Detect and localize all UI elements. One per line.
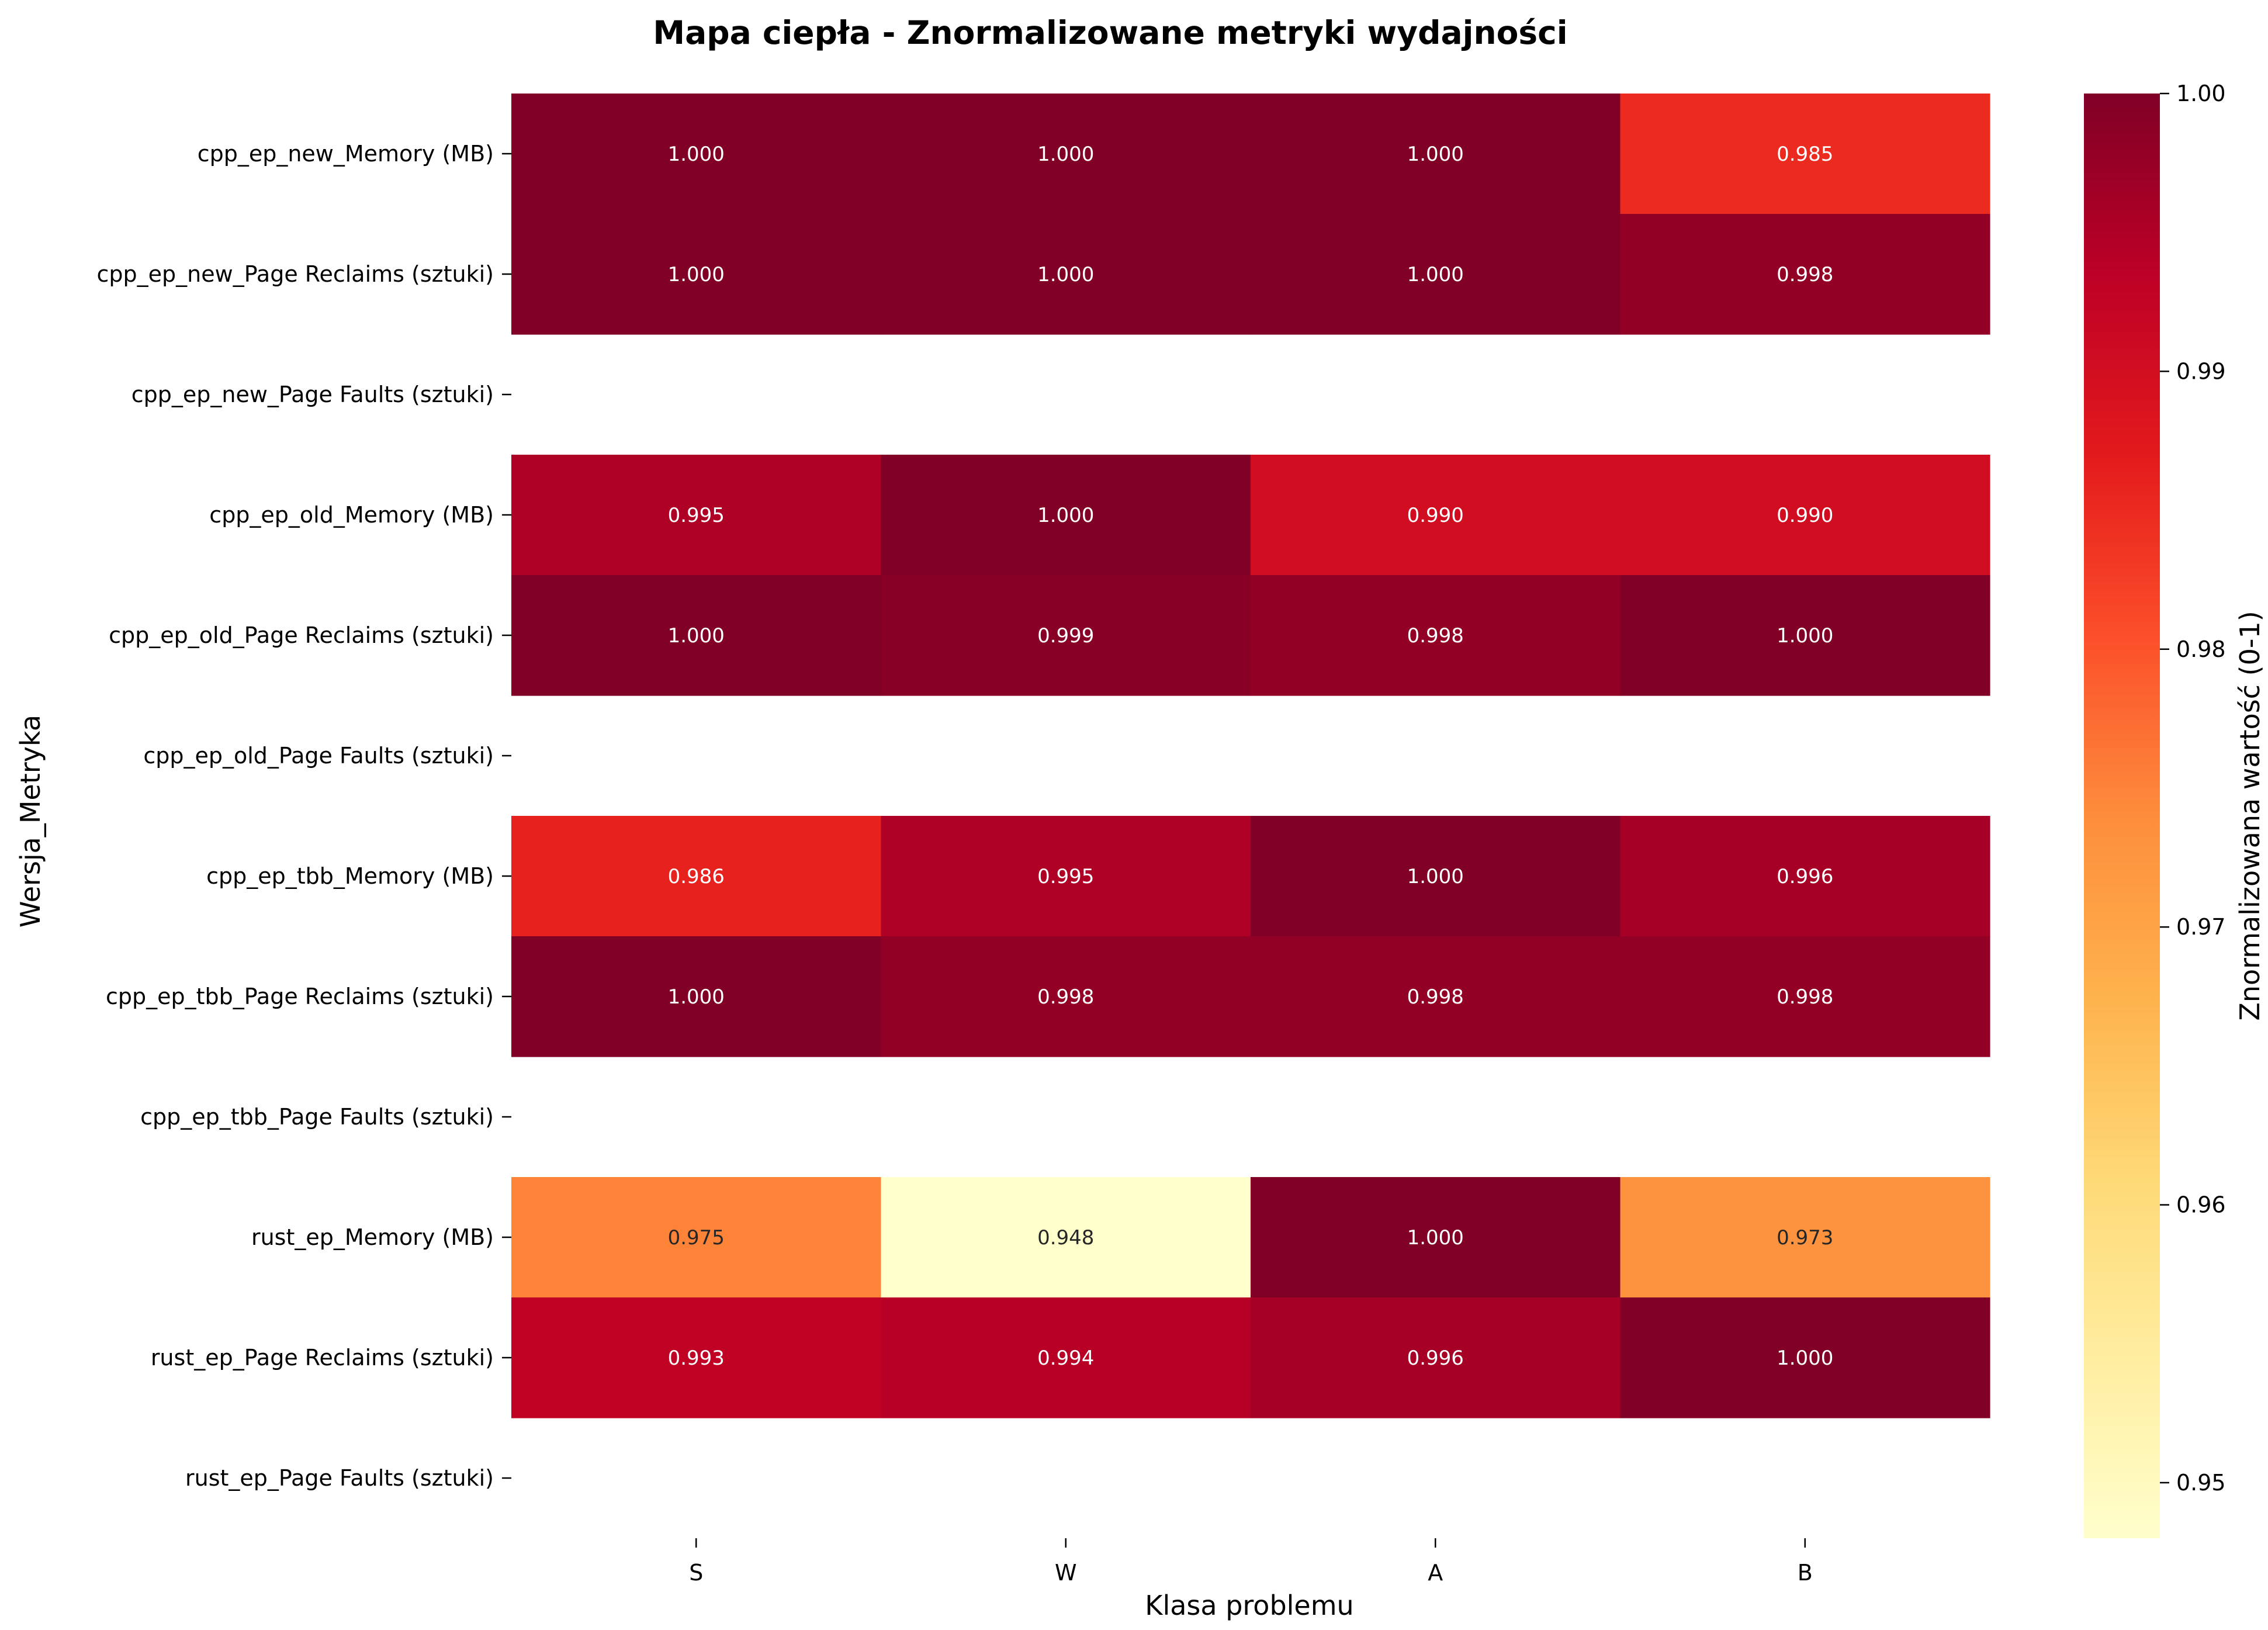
heatmap-cell bbox=[511, 936, 882, 1057]
cell-value-label: 0.996 bbox=[1777, 865, 1833, 888]
colorbar-tick-label: 0.96 bbox=[2176, 1192, 2226, 1218]
y-tick-label: cpp_ep_new_Page Faults (sztuki) bbox=[131, 382, 494, 407]
x-tick-label: W bbox=[1055, 1560, 1077, 1586]
cell-value-label: 1.000 bbox=[1777, 624, 1833, 648]
heatmap-cell bbox=[1620, 214, 1990, 335]
y-tick-label: cpp_ep_old_Memory (MB) bbox=[209, 502, 494, 528]
heatmap-cell bbox=[1620, 94, 1990, 214]
heatmap-cell bbox=[1251, 575, 1621, 696]
heatmap-cell bbox=[881, 575, 1251, 696]
cell-value-label: 0.990 bbox=[1407, 504, 1464, 527]
x-tick-label: S bbox=[689, 1560, 703, 1586]
y-tick-label: cpp_ep_old_Page Faults (sztuki) bbox=[143, 743, 494, 769]
colorbar-ticks: 0.95 0.96 0.97 0.98 0.99 1.00 bbox=[2160, 81, 2226, 1496]
colorbar-tick-label: 0.98 bbox=[2176, 636, 2226, 662]
x-tick-label: B bbox=[1798, 1560, 1813, 1586]
heatmap-cell bbox=[881, 1177, 1251, 1298]
y-tick-label: rust_ep_Page Faults (sztuki) bbox=[185, 1465, 494, 1491]
cell-value-label: 1.000 bbox=[1037, 263, 1094, 286]
cell-value-label: 0.998 bbox=[1407, 985, 1464, 1009]
y-tick-label: cpp_ep_old_Page Reclaims (sztuki) bbox=[109, 622, 494, 648]
heatmap-cell bbox=[1620, 455, 1990, 576]
heatmap-cell bbox=[511, 94, 882, 214]
cell-value-label: 0.995 bbox=[1037, 865, 1094, 888]
cell-value-label: 0.993 bbox=[668, 1347, 725, 1370]
chart-title: Mapa ciepła - Znormalizowane metryki wyd… bbox=[653, 14, 1567, 51]
heatmap-cell bbox=[511, 1297, 882, 1418]
cell-value-label: 0.999 bbox=[1037, 624, 1094, 648]
x-axis-label: Klasa problemu bbox=[1145, 1590, 1353, 1621]
colorbar-label: Znormalizowana wartość (0-1) bbox=[2234, 611, 2266, 1020]
heatmap-cell bbox=[511, 1177, 882, 1298]
y-tick-label: cpp_ep_tbb_Memory (MB) bbox=[206, 863, 494, 889]
cell-value-label: 1.000 bbox=[1407, 1226, 1464, 1250]
y-tick-label: rust_ep_Memory (MB) bbox=[251, 1224, 494, 1250]
heatmap-cell bbox=[511, 575, 882, 696]
cell-value-label: 1.000 bbox=[668, 624, 725, 648]
cell-value-label: 0.994 bbox=[1037, 1347, 1094, 1370]
heatmap-cell bbox=[511, 455, 882, 576]
cell-value-label: 0.998 bbox=[1777, 985, 1833, 1009]
cell-value-label: 0.986 bbox=[668, 865, 725, 888]
heatmap-cell bbox=[881, 214, 1251, 335]
cell-value-label: 1.000 bbox=[668, 263, 725, 286]
cell-value-label: 1.000 bbox=[1407, 865, 1464, 888]
heatmap-cell bbox=[1251, 214, 1621, 335]
colorbar-tick-label: 1.00 bbox=[2176, 81, 2226, 106]
heatmap-cell bbox=[1251, 936, 1621, 1057]
cell-value-label: 0.998 bbox=[1037, 985, 1094, 1009]
heatmap-cell bbox=[1251, 94, 1621, 214]
cell-value-label: 0.985 bbox=[1777, 143, 1833, 166]
cell-value-label: 0.996 bbox=[1407, 1347, 1464, 1370]
cell-value-label: 0.975 bbox=[668, 1226, 725, 1250]
heatmap-cell bbox=[511, 816, 882, 937]
heatmap-cell bbox=[881, 455, 1251, 576]
cell-value-label: 0.948 bbox=[1037, 1226, 1094, 1250]
cell-value-label: 1.000 bbox=[1037, 143, 1094, 166]
cell-value-label: 0.973 bbox=[1777, 1226, 1833, 1250]
cell-value-label: 0.998 bbox=[1407, 624, 1464, 648]
cell-value-label: 0.998 bbox=[1777, 263, 1833, 286]
y-axis-ticks: cpp_ep_new_Memory (MB) cpp_ep_new_Page Re… bbox=[97, 141, 511, 1491]
heatmap-cell bbox=[1620, 1177, 1990, 1298]
heatmap-cell bbox=[1620, 575, 1990, 696]
y-tick-label: cpp_ep_tbb_Page Faults (sztuki) bbox=[140, 1104, 494, 1130]
colorbar bbox=[2084, 94, 2160, 1538]
cell-value-label: 1.000 bbox=[1037, 504, 1094, 527]
heatmap-cell bbox=[1251, 455, 1621, 576]
y-tick-label: cpp_ep_new_Memory (MB) bbox=[198, 141, 494, 167]
cell-value-label: 1.000 bbox=[668, 143, 725, 166]
heatmap-cell bbox=[1620, 1297, 1990, 1418]
heatmap-cell bbox=[1251, 816, 1621, 937]
y-tick-label: cpp_ep_tbb_Page Reclaims (sztuki) bbox=[106, 984, 494, 1009]
cell-value-label: 1.000 bbox=[1407, 263, 1464, 286]
cell-value-label: 1.000 bbox=[1777, 1347, 1833, 1370]
heatmap-cell bbox=[1251, 1177, 1621, 1298]
cell-value-label: 0.995 bbox=[668, 504, 725, 527]
cell-value-label: 0.990 bbox=[1777, 504, 1833, 527]
y-tick-label: cpp_ep_new_Page Reclaims (sztuki) bbox=[97, 261, 494, 287]
heatmap-cell bbox=[1251, 1297, 1621, 1418]
heatmap-cell bbox=[511, 214, 882, 335]
heatmap-cell bbox=[881, 1297, 1251, 1418]
heatmap-cell bbox=[1620, 936, 1990, 1057]
colorbar-tick-label: 0.97 bbox=[2176, 914, 2226, 940]
y-tick-label: rust_ep_Page Reclaims (sztuki) bbox=[151, 1345, 494, 1371]
colorbar-tick-label: 0.95 bbox=[2176, 1470, 2226, 1496]
heatmap-cells: 1.000 1.000 1.000 0.985 1.000 1.000 1.000 0.998… bbox=[511, 94, 1990, 1418]
cell-value-label: 1.000 bbox=[1407, 143, 1464, 166]
heatmap-cell bbox=[881, 936, 1251, 1057]
colorbar-tick-label: 0.99 bbox=[2176, 358, 2226, 384]
heatmap-cell bbox=[881, 816, 1251, 937]
heatmap-cell bbox=[881, 94, 1251, 214]
x-tick-label: A bbox=[1428, 1560, 1443, 1586]
cell-value-label: 1.000 bbox=[668, 985, 725, 1009]
heatmap-cell bbox=[1620, 816, 1990, 937]
y-axis-label: Wersja_Metryka bbox=[15, 715, 46, 928]
